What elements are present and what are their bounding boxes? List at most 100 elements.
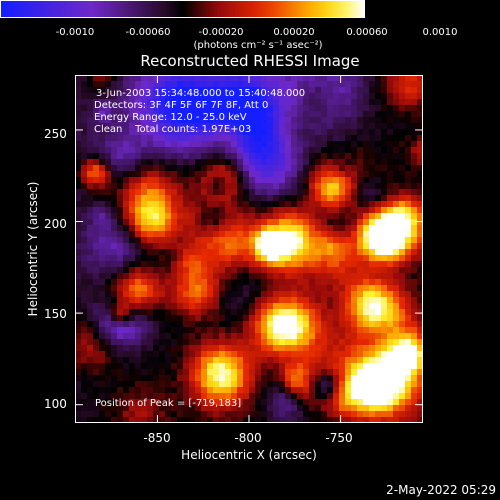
heatmap-cell xyxy=(321,411,328,418)
heatmap-cell xyxy=(273,225,280,232)
heatmap-cell xyxy=(279,417,286,423)
heatmap-cell xyxy=(339,321,346,328)
heatmap-cell xyxy=(291,417,298,423)
heatmap-cell xyxy=(381,327,388,334)
heatmap-cell xyxy=(207,87,214,94)
heatmap-cell xyxy=(141,231,148,238)
heatmap-cell xyxy=(321,189,328,196)
heatmap-cell xyxy=(231,165,238,172)
heatmap-cell xyxy=(231,381,238,388)
heatmap-cell xyxy=(333,201,340,208)
heatmap-cell xyxy=(291,387,298,394)
heatmap-cell xyxy=(243,141,250,148)
heatmap-cell xyxy=(267,273,274,280)
heatmap-cell xyxy=(339,417,346,423)
heatmap-cell xyxy=(417,219,423,226)
heatmap-cell xyxy=(279,333,286,340)
heatmap-cell xyxy=(249,297,256,304)
heatmap-cell xyxy=(225,405,232,412)
heatmap-cell xyxy=(87,327,94,334)
heatmap-cell xyxy=(339,111,346,118)
heatmap-cell xyxy=(171,351,178,358)
heatmap-cell xyxy=(285,99,292,106)
heatmap-cell xyxy=(201,243,208,250)
heatmap-cell xyxy=(399,297,406,304)
heatmap-cell xyxy=(411,207,418,214)
heatmap-cell xyxy=(147,219,154,226)
heatmap-cell xyxy=(375,75,382,82)
heatmap-cell xyxy=(249,201,256,208)
heatmap-cell xyxy=(261,201,268,208)
heatmap-cell xyxy=(417,99,423,106)
heatmap-cell xyxy=(243,87,250,94)
heatmap-cell xyxy=(321,231,328,238)
heatmap-cell xyxy=(417,273,423,280)
heatmap-cell xyxy=(129,159,136,166)
heatmap-cell xyxy=(189,123,196,130)
heatmap-cell xyxy=(81,129,88,136)
heatmap-cell xyxy=(123,249,130,256)
heatmap-cell xyxy=(339,171,346,178)
heatmap-cell xyxy=(321,339,328,346)
heatmap-cell xyxy=(303,87,310,94)
heatmap-cell xyxy=(105,351,112,358)
heatmap-cell xyxy=(273,255,280,262)
heatmap-cell xyxy=(213,309,220,316)
heatmap-cell xyxy=(195,375,202,382)
heatmap-cell xyxy=(93,333,100,340)
heatmap-cell xyxy=(387,381,394,388)
heatmap-cell xyxy=(303,231,310,238)
heatmap-cell xyxy=(117,183,124,190)
heatmap-cell xyxy=(213,201,220,208)
heatmap-cell xyxy=(393,309,400,316)
heatmap-cell xyxy=(183,261,190,268)
heatmap-cell xyxy=(399,291,406,298)
heatmap-cell xyxy=(171,171,178,178)
heatmap-cell xyxy=(315,273,322,280)
heatmap-cell xyxy=(135,135,142,142)
heatmap-cell xyxy=(123,201,130,208)
heatmap-cell xyxy=(207,93,214,100)
heatmap-cell xyxy=(81,381,88,388)
heatmap-cell xyxy=(207,75,214,82)
heatmap-cell xyxy=(141,99,148,106)
heatmap-cell xyxy=(297,297,304,304)
heatmap-cell xyxy=(225,417,232,423)
heatmap-cell xyxy=(405,411,412,418)
heatmap-cell xyxy=(183,177,190,184)
heatmap-cell xyxy=(237,363,244,370)
heatmap-cell xyxy=(237,273,244,280)
heatmap-cell xyxy=(111,303,118,310)
heatmap-cell xyxy=(303,219,310,226)
heatmap-cell xyxy=(171,225,178,232)
heatmap-cell xyxy=(411,105,418,112)
heatmap-cell xyxy=(315,165,322,172)
heatmap-cell xyxy=(177,93,184,100)
heatmap-cell xyxy=(123,213,130,220)
heatmap-cell xyxy=(333,321,340,328)
heatmap-cell xyxy=(237,417,244,423)
heatmap-cell xyxy=(123,363,130,370)
heatmap-cell xyxy=(363,405,370,412)
heatmap-cell xyxy=(291,333,298,340)
heatmap-cell xyxy=(201,417,208,423)
heatmap-cell xyxy=(309,243,316,250)
heatmap-cell xyxy=(417,75,423,82)
colorbar-tick: 0.00060 xyxy=(346,27,388,38)
heatmap-cell xyxy=(399,333,406,340)
heatmap-cell xyxy=(363,411,370,418)
heatmap-cell xyxy=(111,195,118,202)
heatmap-cell xyxy=(297,81,304,88)
heatmap-cell xyxy=(399,345,406,352)
heatmap-cell xyxy=(87,189,94,196)
heatmap-cell xyxy=(117,387,124,394)
heatmap-cell xyxy=(213,141,220,148)
heatmap-cell xyxy=(225,105,232,112)
heatmap-cell xyxy=(225,357,232,364)
heatmap-cell xyxy=(87,99,94,106)
heatmap-cell xyxy=(219,183,226,190)
heatmap-cell xyxy=(387,183,394,190)
heatmap-cell xyxy=(297,315,304,322)
heatmap-cell xyxy=(171,99,178,106)
heatmap-cell xyxy=(369,237,376,244)
